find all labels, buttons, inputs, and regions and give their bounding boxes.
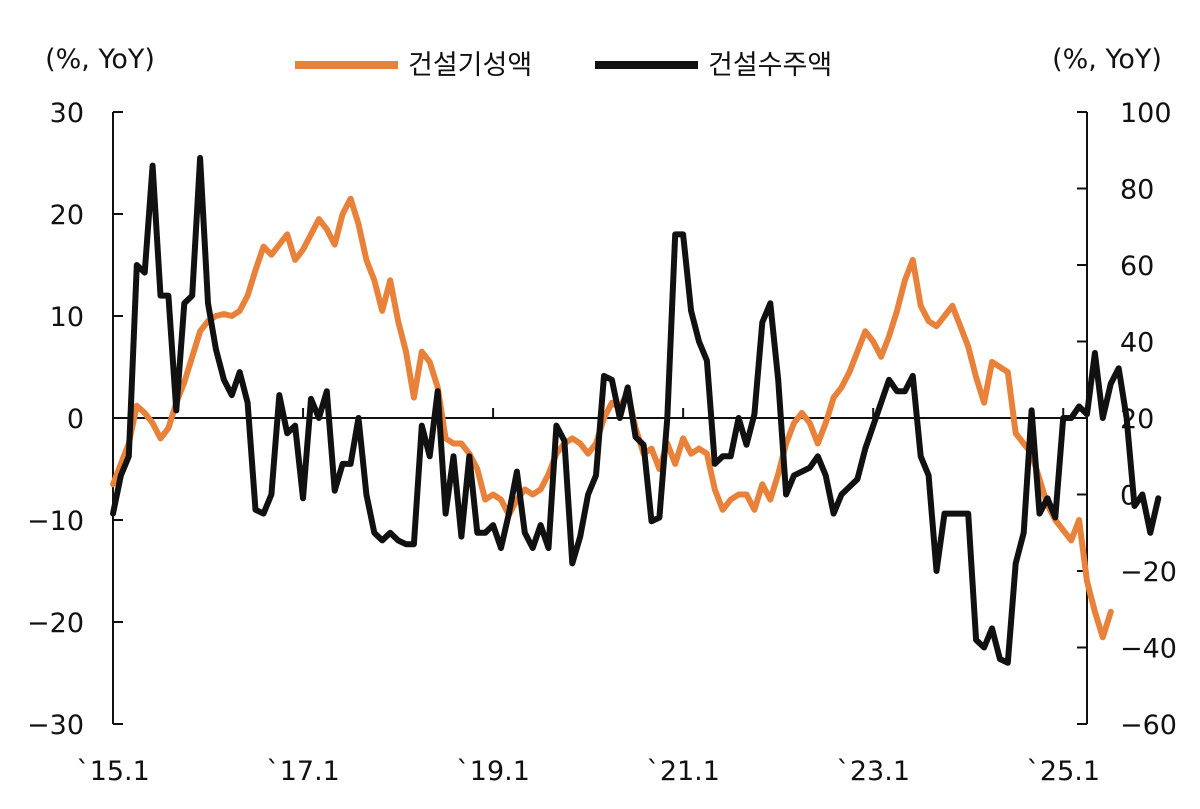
x-tick-label: `19.1 bbox=[456, 756, 530, 787]
left-tick-label: −10 bbox=[27, 506, 84, 537]
x-tick-label: `15.1 bbox=[76, 756, 150, 787]
series-layer bbox=[110, 154, 1162, 666]
left-tick-label: 20 bbox=[50, 200, 84, 231]
legend-label-construction-orders: 건설수주액 bbox=[708, 50, 832, 81]
right-tick-label: −20 bbox=[1120, 557, 1177, 588]
left-tick-label: 30 bbox=[50, 98, 84, 129]
left-axis-unit-label: (%, YoY) bbox=[45, 44, 155, 75]
right-tick-label: −60 bbox=[1120, 710, 1177, 741]
series-line-construction-output bbox=[110, 195, 1114, 641]
x-tick-label: `23.1 bbox=[836, 756, 910, 787]
left-tick-label: 10 bbox=[50, 302, 84, 333]
right-tick-label: 100 bbox=[1120, 98, 1172, 129]
left-tick-label: −20 bbox=[27, 608, 84, 639]
right-tick-label: 80 bbox=[1120, 175, 1154, 206]
left-tick-label: 0 bbox=[67, 404, 84, 435]
x-tick-label: `17.1 bbox=[266, 756, 340, 787]
legend: 건설기성액 건설수주액 bbox=[295, 50, 832, 81]
right-tick-label: 40 bbox=[1120, 328, 1154, 359]
left-tick-label: −30 bbox=[27, 710, 84, 741]
right-tick-label: −40 bbox=[1120, 634, 1177, 665]
right-axis-unit-label: (%, YoY) bbox=[1052, 44, 1162, 75]
right-tick-label: 60 bbox=[1120, 251, 1154, 282]
legend-label-construction-output: 건설기성액 bbox=[408, 50, 532, 81]
x-tick-label: `25.1 bbox=[1026, 756, 1100, 787]
x-tick-label: `21.1 bbox=[646, 756, 720, 787]
axes: 3020100−10−20−30100806040200−20−40−60`15… bbox=[27, 98, 1177, 787]
series-line-construction-orders bbox=[110, 154, 1162, 666]
